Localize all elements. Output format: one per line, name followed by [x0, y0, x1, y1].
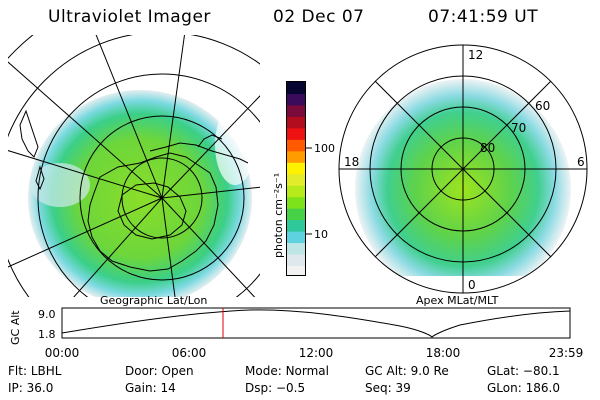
mlt-label-0: 0	[468, 278, 476, 292]
colorbar-stripe	[287, 242, 305, 255]
colorbar-stripe	[287, 139, 305, 152]
latitude-circles	[8, 35, 260, 297]
status-flt: Flt: LBHL	[8, 364, 62, 378]
colorbar-stripe	[287, 93, 305, 106]
status-glon: GLon: 186.0	[487, 381, 560, 395]
colorbar-axis: 100 10	[306, 142, 335, 241]
emission-patch	[30, 163, 90, 207]
altitude-xtick-2359: 23:59	[549, 346, 584, 360]
emission-patch	[215, 105, 255, 185]
colorbar-stripe	[287, 173, 305, 186]
status-seq: Seq: 39	[365, 381, 411, 395]
altitude-ytick-1.8: 1.8	[38, 328, 56, 341]
colorbar-stripe	[287, 219, 305, 232]
geographic-image-content	[8, 35, 260, 297]
image-date: 02 Dec 07	[273, 7, 365, 27]
colorbar-stripe	[287, 254, 305, 267]
status-gain: Gain: 14	[125, 381, 176, 395]
colorbar-label: photon cm⁻²s⁻¹	[272, 172, 285, 258]
colorbar-stripe	[287, 116, 305, 129]
colorbar-tick-label-100: 100	[314, 142, 335, 155]
altitude-xtick-0000: 00:00	[45, 346, 80, 360]
mlt-label-12: 12	[468, 48, 483, 62]
colorbar-stripe	[287, 196, 305, 209]
altitude-xtick-1800: 18:00	[426, 346, 461, 360]
colorbar-stripe	[287, 162, 305, 175]
colorbar-stripe	[287, 231, 305, 244]
altitude-xtick-1200: 12:00	[299, 346, 334, 360]
aurora-emission	[28, 90, 252, 297]
colorbar	[286, 81, 306, 276]
colorbar-stripe	[287, 265, 305, 275]
colorbar-stripe	[287, 82, 305, 94]
colorbar-stripe	[287, 185, 305, 198]
altitude-plot-frame	[61, 307, 571, 339]
colorbar-stripe	[287, 150, 305, 163]
mlat-label-80: 80	[480, 141, 495, 155]
mlat-label-70: 70	[511, 121, 526, 135]
altitude-ylabel: GC Alt	[9, 310, 22, 345]
colorbar-stripe	[287, 127, 305, 140]
coastlines	[19, 109, 249, 272]
altitude-plot: 9.0 1.8 GC Alt 00:00 06:00 12:00 18:00 2…	[9, 307, 584, 360]
magnetic-caption: Apex MLat/MLT	[416, 294, 499, 307]
instrument-title: Ultraviolet Imager	[48, 7, 211, 27]
status-mode: Mode: Normal	[245, 364, 329, 378]
geographic-uv-image	[8, 35, 260, 297]
colorbar-stripe	[287, 104, 305, 117]
status-gc-alt: GC Alt: 9.0 Re	[365, 364, 449, 378]
colorbar-stripe	[287, 208, 305, 221]
altitude-curve	[61, 309, 571, 338]
altitude-xtick-0600: 06:00	[172, 346, 207, 360]
colorbar-tick-label-10: 10	[314, 228, 328, 241]
mlat-label-60: 60	[535, 99, 550, 113]
status-door: Door: Open	[125, 364, 194, 378]
image-dayside-gap	[339, 276, 587, 293]
mlt-lines	[339, 45, 587, 293]
longitude-lines	[8, 35, 260, 297]
magnetic-uv-image: 12 18 6 0 60 70 80	[338, 44, 588, 294]
geographic-caption: Geographic Lat/Lon	[100, 294, 208, 307]
mlt-label-6: 6	[577, 155, 585, 169]
altitude-ytick-9: 9.0	[38, 308, 56, 321]
image-time: 07:41:59 UT	[428, 7, 539, 27]
status-dsp: Dsp: −0.5	[245, 381, 306, 395]
mlt-label-18: 18	[344, 155, 359, 169]
colorbar-scale	[286, 81, 306, 276]
status-glat: GLat: −80.1	[487, 364, 560, 378]
status-ip: IP: 36.0	[8, 381, 54, 395]
